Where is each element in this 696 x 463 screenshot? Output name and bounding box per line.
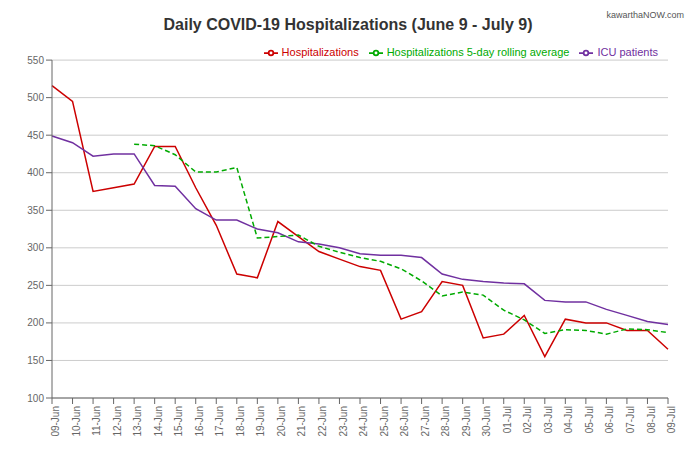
svg-text:450: 450 — [27, 130, 44, 141]
svg-text:350: 350 — [27, 205, 44, 216]
html-text:kawarthaNOW.com: kawarthaNOW.com — [606, 10, 684, 20]
svg-text:22-Jun: 22-Jun — [317, 406, 328, 437]
svg-text:25-Jun: 25-Jun — [379, 406, 390, 437]
svg-text:26-Jun: 26-Jun — [399, 406, 410, 437]
svg-text:19-Jun: 19-Jun — [255, 406, 266, 437]
svg-text:04-Jul: 04-Jul — [563, 406, 574, 433]
svg-text:150: 150 — [27, 355, 44, 366]
svg-text:08-Jul: 08-Jul — [646, 406, 657, 433]
svg-text:09-Jun: 09-Jun — [50, 406, 61, 437]
svg-text:24-Jun: 24-Jun — [358, 406, 369, 437]
svg-text:300: 300 — [27, 242, 44, 253]
html-text:Hospitalizations 5-day rolling: Hospitalizations 5-day rolling average — [386, 46, 570, 58]
html-text:Hospitalizations: Hospitalizations — [281, 46, 359, 58]
svg-text:20-Jun: 20-Jun — [276, 406, 287, 437]
svg-text:03-Jul: 03-Jul — [543, 406, 554, 433]
svg-text:29-Jun: 29-Jun — [461, 406, 472, 437]
svg-text:30-Jun: 30-Jun — [481, 406, 492, 437]
svg-text:200: 200 — [27, 317, 44, 328]
svg-text:13-Jun: 13-Jun — [132, 406, 143, 437]
svg-text:02-Jul: 02-Jul — [522, 406, 533, 433]
svg-text:100: 100 — [27, 393, 44, 404]
svg-text:06-Jul: 06-Jul — [605, 406, 616, 433]
svg-text:12-Jun: 12-Jun — [112, 406, 123, 437]
svg-text:18-Jun: 18-Jun — [235, 406, 246, 437]
svg-text:05-Jul: 05-Jul — [584, 406, 595, 433]
svg-text:01-Jul: 01-Jul — [502, 406, 513, 433]
svg-text:17-Jun: 17-Jun — [214, 406, 225, 437]
svg-text:500: 500 — [27, 92, 44, 103]
svg-text:28-Jun: 28-Jun — [440, 406, 451, 437]
svg-text:250: 250 — [27, 280, 44, 291]
svg-text:550: 550 — [27, 55, 44, 66]
svg-text:14-Jun: 14-Jun — [153, 406, 164, 437]
html-text:ICU patients: ICU patients — [597, 46, 658, 58]
svg-text:16-Jun: 16-Jun — [194, 406, 205, 437]
svg-text:27-Jun: 27-Jun — [420, 406, 431, 437]
html-text:Daily COVID-19 Hospitalization: Daily COVID-19 Hospitalizations (June 9 … — [163, 16, 533, 33]
svg-text:400: 400 — [27, 167, 44, 178]
svg-text:21-Jun: 21-Jun — [297, 406, 308, 437]
svg-text:11-Jun: 11-Jun — [91, 406, 102, 436]
svg-text:07-Jul: 07-Jul — [625, 406, 636, 433]
svg-text:10-Jun: 10-Jun — [71, 406, 82, 437]
svg-text:23-Jun: 23-Jun — [338, 406, 349, 437]
svg-text:15-Jun: 15-Jun — [173, 406, 184, 437]
svg-text:09-Jul: 09-Jul — [666, 406, 677, 433]
